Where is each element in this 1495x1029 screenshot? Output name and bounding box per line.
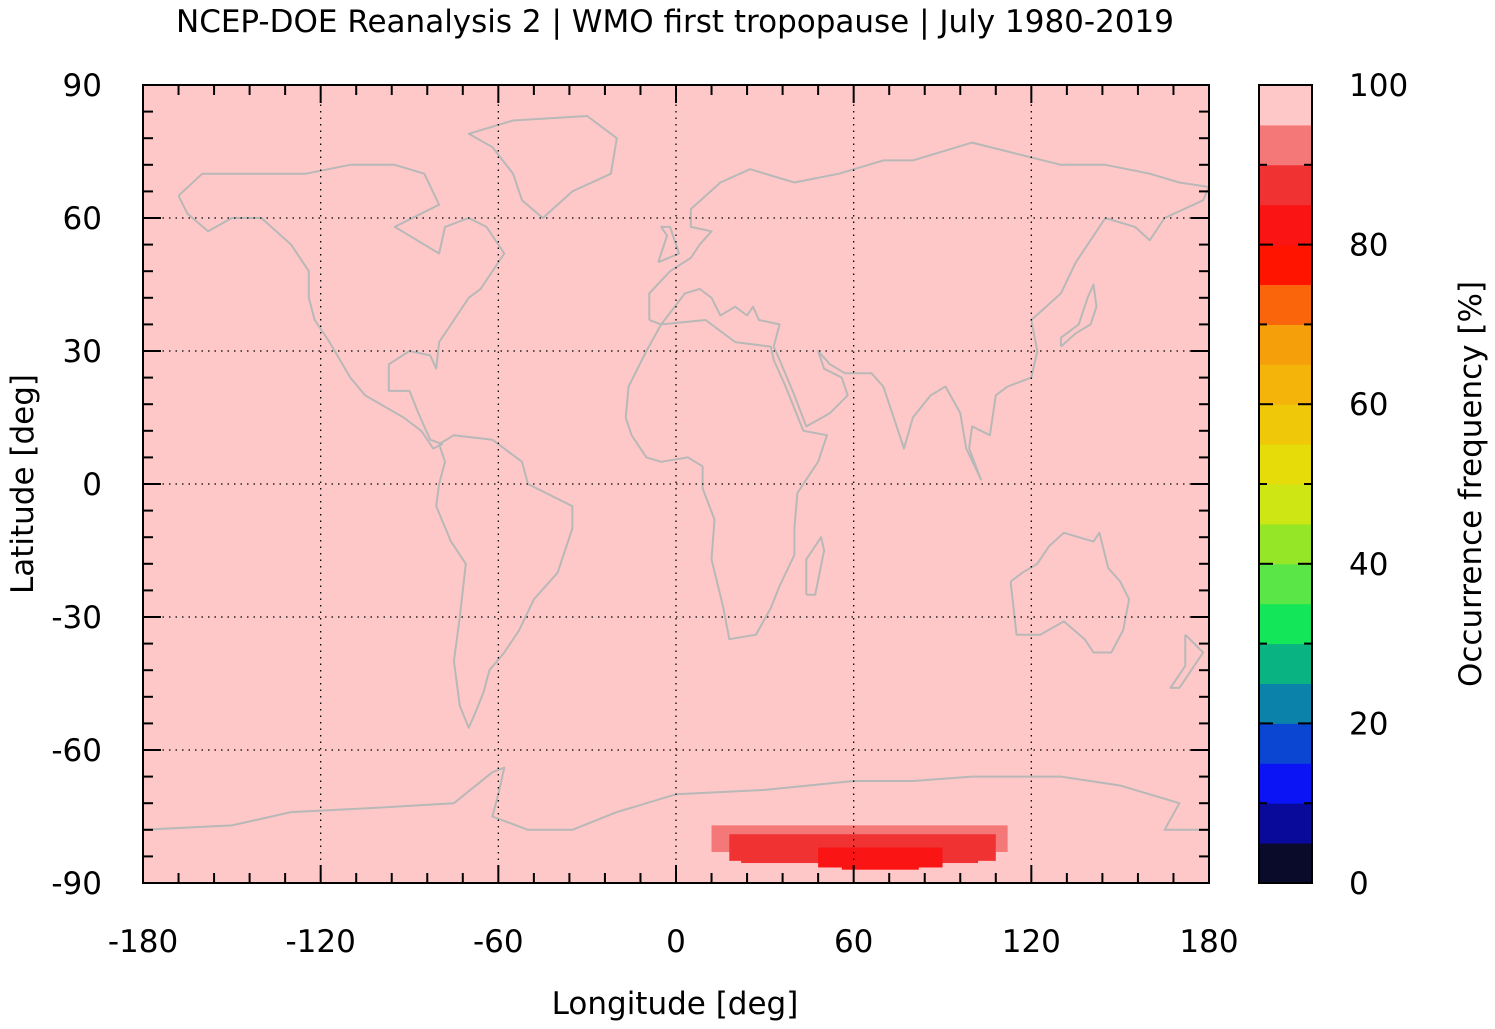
colorbar-tick-label: 40: [1349, 547, 1388, 583]
new-zealand-coast: [1169, 633, 1205, 689]
colorbar-bin: [1259, 364, 1312, 405]
colorbar-tick-label: 80: [1349, 228, 1388, 264]
x-tick-label: -60: [473, 924, 524, 960]
colorbar-bin: [1259, 444, 1312, 485]
y-tick-label: 90: [63, 68, 102, 104]
y-tick-labels: 90 60 30 0 -30 -60 -90: [51, 68, 102, 902]
colorbar-bin: [1259, 843, 1312, 884]
x-tick-label: 180: [1179, 924, 1238, 960]
x-tick-labels: -180 -120 -60 0 60 120 180: [108, 924, 1239, 960]
colorbar-bin: [1259, 404, 1312, 445]
y-tick-label: 0: [82, 467, 102, 503]
colorbar-bin: [1259, 563, 1312, 605]
antarctica-coast: [142, 766, 1209, 831]
greenland-coast: [467, 115, 618, 219]
colorbar-bin: [1259, 244, 1312, 285]
plot-frame: [142, 84, 1210, 884]
plot-area: [142, 84, 1210, 884]
colorbar: [1258, 84, 1313, 884]
australia-coast: [1009, 531, 1131, 654]
colorbar-tick-label: 20: [1349, 706, 1388, 742]
south-america-coast: [435, 434, 574, 729]
anomaly-cell: [841, 851, 919, 870]
madagascar-coast: [805, 536, 826, 596]
colorbar-bin: [1259, 603, 1312, 645]
colorbar-bin: [1259, 284, 1312, 325]
africa-coast: [624, 319, 828, 641]
anomaly-layer: [711, 825, 1008, 870]
eurasia-coast: [648, 141, 1210, 481]
gridlines: [143, 85, 1209, 883]
japan-coast: [1059, 283, 1098, 348]
x-tick-label: -120: [285, 924, 355, 960]
colorbar-tick-label: 0: [1349, 866, 1369, 902]
y-axis-label: Latitude [deg]: [5, 374, 41, 594]
colorbar-bin: [1259, 124, 1312, 166]
coastlines: [142, 115, 1210, 831]
y-tick-label: -60: [51, 733, 102, 769]
chart-title: NCEP-DOE Reanalysis 2 | WMO first tropop…: [176, 4, 1174, 40]
colorbar-label: Occurrence frequency [%]: [1453, 281, 1489, 687]
y-tick-label: -30: [51, 600, 102, 636]
x-tick-label: 120: [1002, 924, 1061, 960]
y-tick-label: -90: [51, 866, 102, 902]
colorbar-bin: [1259, 484, 1312, 525]
y-tick-label: 30: [63, 334, 102, 370]
colorbar-bin: [1259, 164, 1312, 206]
x-tick-label: -180: [108, 924, 178, 960]
x-tick-label: 0: [666, 924, 686, 960]
x-tick-label: 60: [834, 924, 873, 960]
minor-ticks: [142, 84, 1210, 884]
colorbar-bin: [1259, 803, 1312, 844]
colorbar-bin: [1259, 204, 1312, 246]
colorbar-bin: [1259, 643, 1312, 684]
colorbar-bin: [1259, 683, 1312, 724]
colorbar-bin: [1259, 85, 1312, 126]
colorbar-bin: [1259, 324, 1312, 365]
colorbar-tick-labels: 0 20 40 60 80 100: [1349, 68, 1408, 902]
y-tick-label: 60: [63, 201, 102, 237]
colorbar-bin: [1259, 763, 1312, 804]
colorbar-tick-label: 100: [1349, 68, 1408, 104]
colorbar-bin: [1259, 723, 1312, 764]
x-axis-label: Longitude [deg]: [552, 986, 799, 1022]
colorbar-bin: [1259, 523, 1312, 565]
colorbar-tick-label: 60: [1349, 387, 1388, 423]
